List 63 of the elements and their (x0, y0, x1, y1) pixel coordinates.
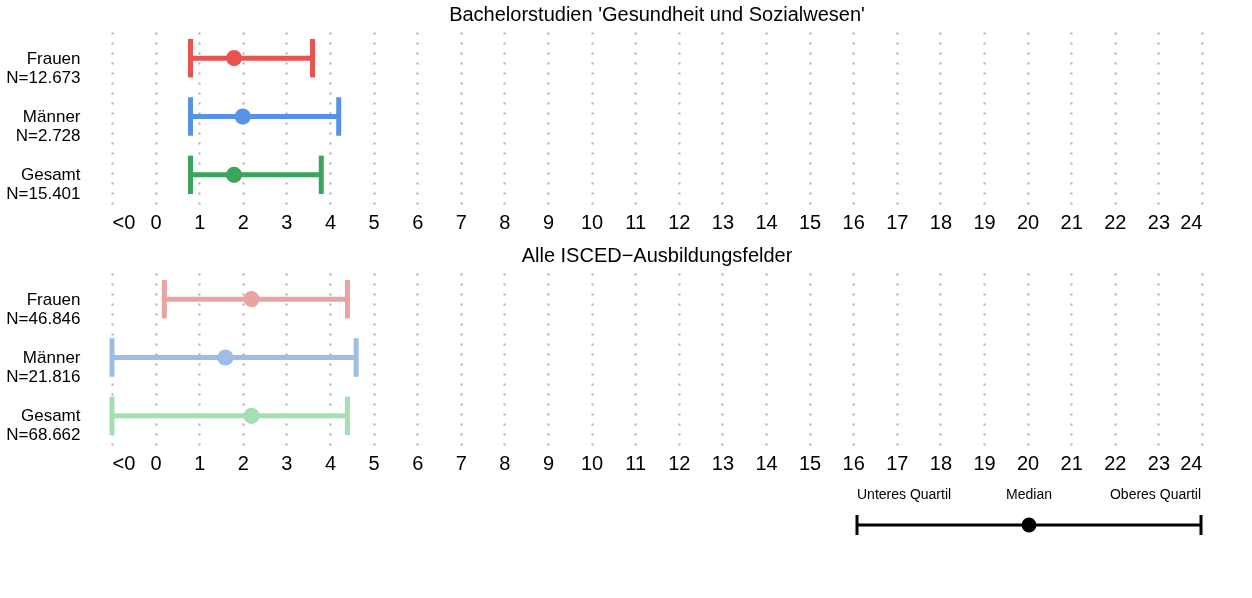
x-tick-label: 19 (973, 451, 996, 474)
x-tick-label: 7 (455, 210, 467, 233)
x-tick-label: 7 (455, 451, 467, 474)
x-tick-label: 13 (711, 210, 735, 233)
x-tick-label: 3 (281, 210, 293, 233)
x-tick-label: 14 (755, 210, 778, 233)
chart-title: Bachelorstudien 'Gesundheit und Sozialwesen' (449, 3, 865, 25)
x-tick-label: 2 (237, 451, 249, 474)
x-tick-label: 6 (412, 451, 424, 474)
x-tick-label: 23 (1147, 210, 1171, 233)
text: Oberes Quartil (1109, 486, 1201, 502)
x-tick-label: 10 (580, 210, 604, 233)
x-tick-label: 12 (668, 451, 691, 474)
x-tick-label: 8 (499, 451, 511, 474)
y-tick-label: Gesamt N=15.401 (6, 165, 81, 204)
x-tick-label: 22 (1104, 451, 1127, 474)
x-tick-label: 0 (150, 210, 162, 233)
y-tick-label: Frauen N=46.846 (6, 289, 81, 328)
x-tick-label: 20 (1016, 451, 1040, 474)
x-tick-label: 17 (886, 210, 909, 233)
x-tick-label: 1 (194, 451, 206, 474)
x-tick-label: 24 (1180, 451, 1203, 474)
x-tick-label: 21 (1060, 451, 1083, 474)
x-tick-label: 6 (412, 210, 424, 233)
x-tick-label: <0 (112, 451, 136, 474)
x-tick-label: 16 (842, 451, 865, 474)
x-tick-label: 2 (237, 210, 249, 233)
chart-title: Alle ISCED−Ausbildungsfelder (521, 244, 793, 266)
x-tick-label: 9 (542, 210, 555, 233)
x-tick-label: 12 (668, 210, 691, 233)
text: Median (1006, 486, 1052, 502)
y-tick-label: Gesamt N=68.662 (6, 406, 81, 445)
x-tick-label: 4 (324, 451, 337, 474)
x-tick-label: 22 (1104, 210, 1127, 233)
x-tick-label: 20 (1016, 210, 1040, 233)
x-tick-label: 18 (929, 210, 953, 233)
x-tick-label: 16 (842, 210, 865, 233)
x-tick-label: 13 (711, 451, 735, 474)
x-tick-label: 21 (1060, 210, 1083, 233)
x-tick-label: 4 (324, 210, 337, 233)
x-tick-label: 5 (368, 451, 380, 474)
x-tick-label: 8 (499, 210, 511, 233)
x-tick-label: 17 (886, 451, 909, 474)
x-tick-label: 1 (194, 210, 206, 233)
x-tick-label: 9 (542, 451, 555, 474)
y-tick-label: Männer N=21.816 (6, 348, 81, 386)
x-tick-label: 15 (798, 210, 822, 233)
y-tick-label: Frauen N=12.673 (6, 48, 81, 87)
x-tick-label: 10 (580, 451, 604, 474)
text: Unteres Quartil (857, 486, 952, 502)
x-tick-label: <0 (112, 210, 136, 233)
x-tick-label: 14 (755, 451, 778, 474)
x-tick-label: 19 (973, 210, 996, 233)
x-tick-label: 5 (368, 210, 380, 233)
x-tick-label: 24 (1180, 210, 1203, 233)
x-tick-label: 15 (798, 451, 822, 474)
x-tick-label: 11 (625, 451, 647, 474)
x-tick-label: 23 (1147, 451, 1171, 474)
x-tick-label: 18 (929, 451, 953, 474)
y-tick-label: Männer N=2.728 (15, 107, 81, 145)
x-tick-label: 0 (150, 451, 162, 474)
x-tick-label: 3 (281, 451, 293, 474)
x-tick-label: 11 (625, 210, 647, 233)
